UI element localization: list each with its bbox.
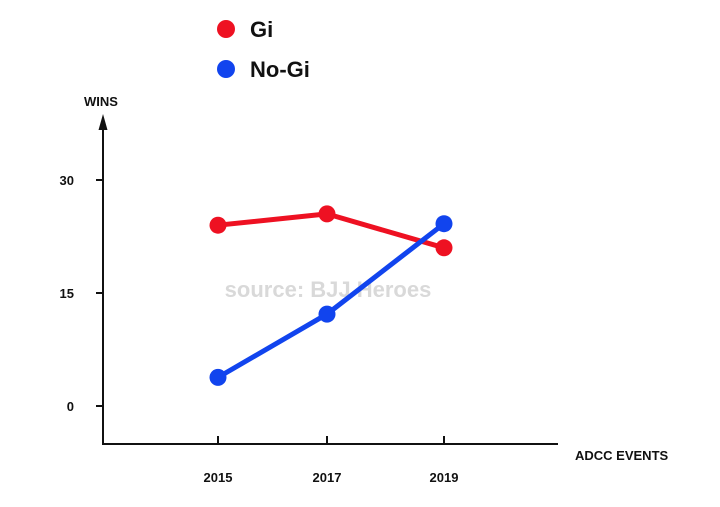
legend-item-gi: Gi — [217, 17, 273, 42]
legend: Gi No-Gi — [217, 17, 310, 82]
x-axis-title: ADCC EVENTS — [575, 448, 669, 463]
y-tick-label-0: 0 — [67, 399, 74, 414]
data-point-nogi-2015 — [209, 368, 227, 386]
legend-marker-gi — [217, 20, 235, 38]
y-tick-label-15: 15 — [60, 286, 74, 301]
x-tick-label-2015: 2015 — [204, 470, 233, 485]
y-axis-arrow — [98, 114, 108, 130]
legend-label-gi: Gi — [250, 17, 273, 42]
series-layer — [209, 205, 453, 386]
legend-marker-nogi — [217, 60, 235, 78]
data-point-gi-2015 — [209, 216, 227, 234]
y-tick-label-30: 30 — [60, 173, 74, 188]
y-axis-title: WINS — [84, 94, 118, 109]
x-tick-label-2019: 2019 — [430, 470, 459, 485]
x-tick-label-2017: 2017 — [313, 470, 342, 485]
source-annotation: source: BJJ Heroes — [225, 277, 432, 302]
data-point-gi-2019 — [435, 239, 453, 257]
data-point-gi-2017 — [318, 205, 336, 223]
y-ticks: 0 15 30 — [60, 173, 103, 414]
data-point-nogi-2017 — [318, 305, 336, 323]
x-ticks: 2015 2017 2019 — [204, 436, 459, 485]
legend-item-nogi: No-Gi — [217, 57, 310, 82]
legend-label-nogi: No-Gi — [250, 57, 310, 82]
data-point-nogi-2019 — [435, 215, 453, 233]
